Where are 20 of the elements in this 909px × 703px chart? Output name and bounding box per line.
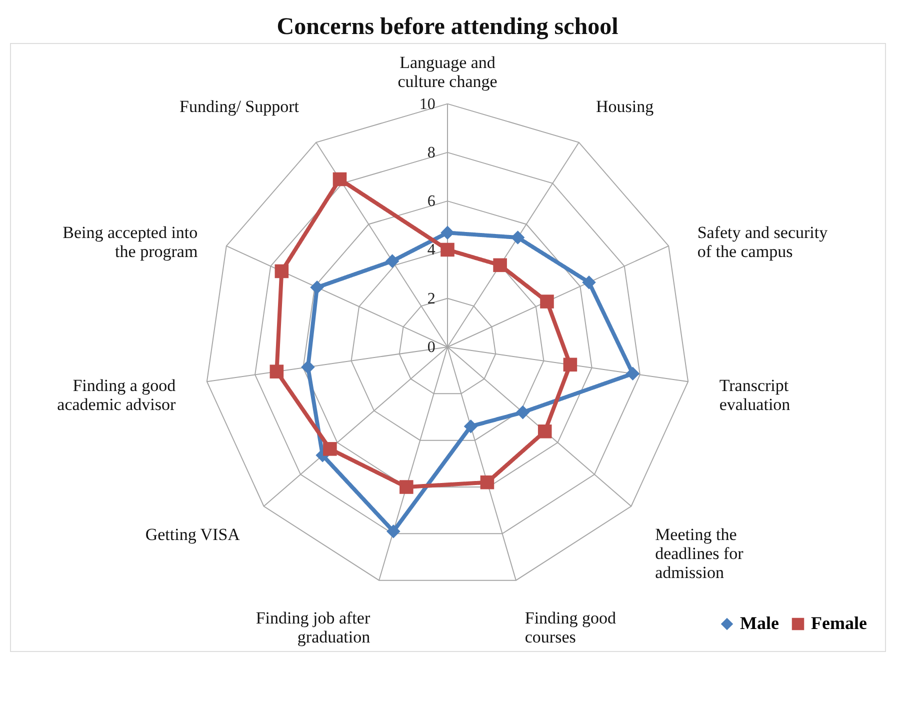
y-tick-label: 6 — [427, 193, 436, 210]
spoke-label: Finding good courses — [524, 608, 617, 647]
spoke-label: Meeting the deadlines for admission — [655, 524, 744, 582]
spoke-label: Transcript evaluation — [719, 376, 791, 414]
y-tick-label: 0 — [427, 339, 436, 356]
y-tick-label: 8 — [427, 144, 436, 162]
y-tick-label: 2 — [427, 290, 436, 308]
legend-label: Male — [740, 613, 779, 633]
spoke-label: Finding a good academic advisor — [57, 376, 176, 414]
chart-title: Concerns before attending school — [276, 14, 619, 40]
spoke-label: Language and culture change — [398, 53, 498, 92]
spoke-label: Housing — [596, 96, 654, 116]
legend-label: Female — [811, 613, 867, 633]
spoke-label: Being accepted into the program — [62, 222, 198, 261]
y-tick-label: 4 — [427, 242, 436, 259]
spoke-label: Funding/ Support — [180, 96, 300, 116]
spoke-label: Getting VISA — [145, 524, 241, 544]
spoke-label: Safety and security of the campus — [697, 222, 828, 261]
y-tick-label: 10 — [419, 96, 436, 113]
spoke-label: Finding job after graduation — [256, 608, 371, 647]
